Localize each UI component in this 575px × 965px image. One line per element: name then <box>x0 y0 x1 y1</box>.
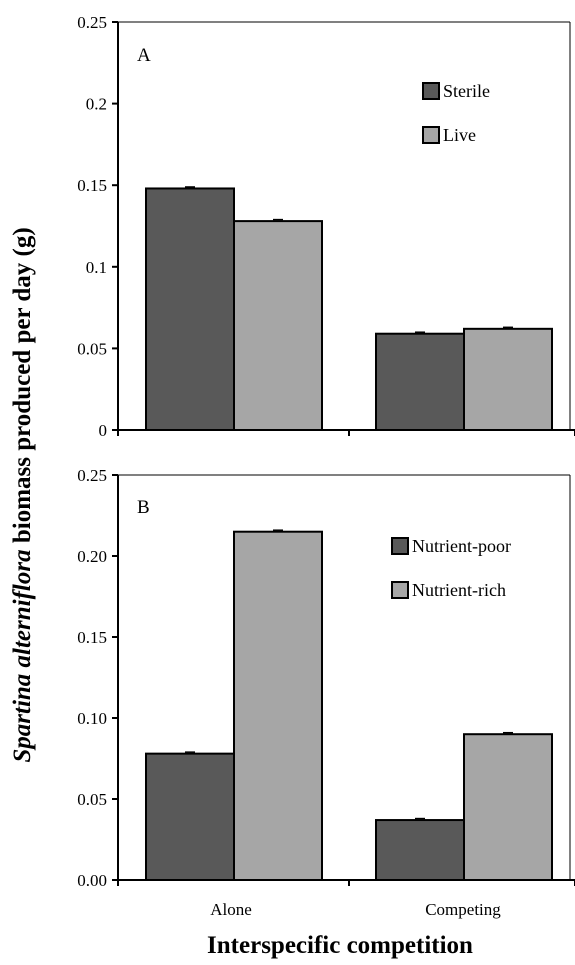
legend-label: Nutrient-rich <box>412 580 506 600</box>
y-tick-label: 0.05 <box>77 339 107 358</box>
y-axis-title-rest: biomass produced per day (g) <box>9 227 36 549</box>
y-tick-label: 0.15 <box>77 176 107 195</box>
x-tick-label-alone: Alone <box>210 900 252 919</box>
bar-a-alone-live <box>233 220 323 431</box>
y-tick-label: 0.25 <box>77 466 107 485</box>
y-tick-label: 0.05 <box>77 790 107 809</box>
panels: 00.050.10.150.20.25ASterileLive0.000.050… <box>77 13 575 890</box>
panel-b: 0.00 0.05 0.10 0.15 0.20 0.25 B Nutrient-poor Nu… <box>77 466 575 890</box>
panel-a: 0 0.05 0.1 0.15 0.2 0.25 A Sterile Live <box>77 13 575 440</box>
legend-swatch <box>391 537 409 555</box>
y-tick-label: 0.00 <box>77 871 107 890</box>
panel-letter: A <box>137 45 151 66</box>
bar-a-competing-live <box>463 327 553 432</box>
y-axis-title: Spartina alterniflora biomass produced p… <box>9 227 36 762</box>
bar-b-alone-nutrient-poor <box>145 752 235 882</box>
x-tick-label-competing: Competing <box>425 900 501 919</box>
y-axis-title-italic: Spartina alterniflora <box>9 549 36 762</box>
bar-a-competing-sterile <box>375 332 465 432</box>
legend-label: Live <box>443 125 476 145</box>
legend-swatch <box>422 82 440 100</box>
bar-a-alone-sterile <box>145 187 235 431</box>
y-tick-label: 0.2 <box>86 95 107 114</box>
x-axis-title: Interspecific competition <box>207 932 473 959</box>
y-tick-label: 0.1 <box>86 258 107 277</box>
bar-b-competing-nutrient-rich <box>463 733 553 882</box>
panel-letter: B <box>137 497 150 518</box>
legend-label: Sterile <box>443 81 490 101</box>
y-tick-label: 0.20 <box>77 547 107 566</box>
legend-label: Nutrient-poor <box>412 536 511 556</box>
bar-b-alone-nutrient-rich <box>233 530 323 881</box>
bar-b-competing-nutrient-poor <box>375 819 465 881</box>
legend-swatch <box>422 126 440 144</box>
y-tick-label: 0 <box>99 421 108 440</box>
y-tick-label: 0.10 <box>77 709 107 728</box>
y-tick-label: 0.15 <box>77 628 107 647</box>
legend-swatch <box>391 581 409 599</box>
y-tick-label: 0.25 <box>77 13 107 32</box>
